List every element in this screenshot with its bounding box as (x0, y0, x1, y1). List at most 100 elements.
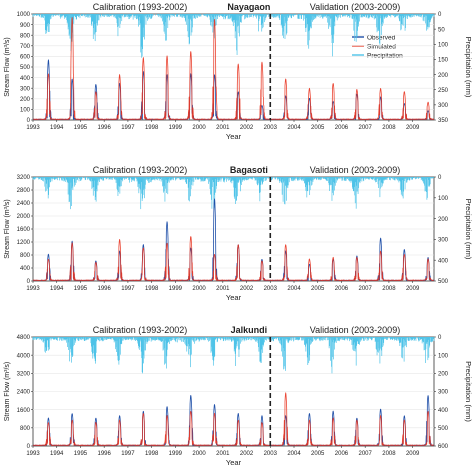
x-tick-label: 2008 (382, 451, 396, 457)
x-tick-label: 2003 (264, 125, 278, 131)
x-tick-label: 1993 (26, 286, 40, 292)
calibration-label: Calibration (1993-2002) (93, 325, 188, 335)
y2-tick-label: 300 (438, 103, 449, 109)
y-tick-label: 800 (20, 33, 31, 39)
x-tick-label: 1995 (74, 286, 88, 292)
y-tick-label: 300 (20, 86, 31, 92)
y2-tick-label: 200 (438, 217, 449, 223)
y-tick-label: 800 (20, 426, 31, 432)
x-tick-label: 1996 (98, 125, 112, 131)
observed-series-line (32, 59, 435, 120)
x-tick-label: 1999 (169, 125, 183, 131)
jalkundi-panel: Calibration (1993-2002) Jalkundi Validat… (4, 325, 473, 467)
x-tick-label: 1994 (50, 125, 64, 131)
x-tick-label: 1996 (98, 286, 112, 292)
x-axis-label: Year (226, 458, 242, 467)
y-axis-label: Stream Flow (m³/s) (4, 362, 11, 422)
x-tick-label: 1998 (145, 451, 159, 457)
y2-tick-label: 200 (438, 372, 449, 378)
station-title: Bagasoti (230, 165, 268, 175)
x-tick-label: 2006 (335, 451, 349, 457)
y2-tick-label: 0 (438, 175, 442, 181)
legend: Observed Simulated Precipitation (352, 35, 403, 60)
x-tick-label: 2004 (287, 125, 301, 131)
x-tick-label: 2005 (311, 286, 325, 292)
x-tick-label: 2009 (406, 451, 420, 457)
nayagaon-panel: Calibration (1993-2002) Nayagaon Validat… (4, 2, 473, 141)
y-tick-label: 3200 (17, 175, 31, 181)
y-tick-label: 1000 (17, 12, 31, 18)
y-tick-label: 1600 (17, 227, 31, 233)
y2-tick-label: 100 (438, 42, 449, 48)
x-tick-label: 2005 (311, 125, 325, 131)
observed-series-line (32, 394, 435, 446)
calibration-label: Calibration (1993-2002) (93, 2, 188, 12)
x-tick-label: 1993 (26, 451, 40, 457)
x-tick-label: 2006 (335, 125, 349, 131)
y-tick-label: 4000 (17, 353, 31, 359)
simulated-series-line (32, 392, 435, 446)
x-axis-label: Year (226, 293, 242, 302)
station-title: Nayagaon (227, 2, 270, 12)
y2-tick-label: 250 (438, 88, 449, 94)
y-tick-label: 400 (20, 76, 31, 82)
y-tick-label: 4800 (17, 335, 31, 341)
x-tick-label: 1996 (98, 451, 112, 457)
x-tick-label: 2007 (359, 286, 373, 292)
validation-label: Validation (2003-2009) (310, 2, 400, 12)
x-tick-label: 2002 (240, 125, 254, 131)
y-tick-label: 2400 (17, 201, 31, 207)
y2-tick-label: 100 (438, 196, 449, 202)
x-tick-label: 2008 (382, 125, 396, 131)
y2-tick-label: 500 (438, 279, 449, 285)
x-tick-label: 1997 (121, 125, 135, 131)
x-tick-label: 2009 (406, 125, 420, 131)
simulated-series-line (32, 17, 435, 120)
legend-simulated-label: Simulated (367, 44, 396, 51)
x-tick-label: 2001 (216, 451, 230, 457)
x-tick-label: 2002 (240, 451, 254, 457)
x-tick-label: 2000 (192, 125, 206, 131)
x-tick-label: 1999 (169, 451, 183, 457)
x-tick-label: 2003 (264, 451, 278, 457)
y-axis-label: Stream Flow (m³/s) (4, 199, 11, 259)
chart-marks: 0 100 200 300 400 500 600 700 800 900 1000 0 50 100 15… (17, 12, 449, 131)
x-tick-label: 2008 (382, 286, 396, 292)
x-tick-label: 1997 (121, 451, 135, 457)
chart-marks: 0 800 1600 2400 3200 4000 4800 0 100 200 300 400 500… (17, 335, 449, 457)
x-tick-label: 2007 (359, 125, 373, 131)
chart-marks: 0 400 800 1200 1600 2000 2400 2800 3200 0 100 200 30… (17, 175, 449, 292)
x-tick-label: 1997 (121, 286, 135, 292)
y2-tick-label: 200 (438, 73, 449, 79)
y-tick-label: 3200 (17, 372, 31, 378)
y-tick-label: 2800 (17, 188, 31, 194)
y-axis-label: Stream Flow (m³/s) (4, 37, 11, 97)
x-tick-label: 2009 (406, 286, 420, 292)
validation-label: Validation (2003-2009) (310, 165, 400, 175)
y2-tick-label: 500 (438, 426, 449, 432)
y2-tick-label: 400 (438, 408, 449, 414)
y2-tick-label: 350 (438, 118, 449, 124)
y-tick-label: 100 (20, 108, 31, 114)
x-tick-label: 2000 (192, 451, 206, 457)
y-tick-label: 500 (20, 65, 31, 71)
legend-observed-label: Observed (367, 35, 396, 42)
x-tick-label: 1998 (145, 286, 159, 292)
y2-axis-label: Precipitation (mm) (464, 361, 473, 422)
y-tick-label: 200 (20, 97, 31, 103)
x-tick-label: 2004 (287, 286, 301, 292)
x-tick-label: 1999 (169, 286, 183, 292)
x-tick-label: 2007 (359, 451, 373, 457)
y2-tick-label: 150 (438, 58, 449, 64)
x-tick-label: 2006 (335, 286, 349, 292)
y-tick-label: 0 (27, 279, 31, 285)
x-tick-label: 2001 (216, 125, 230, 131)
x-axis-label: Year (226, 132, 242, 141)
x-tick-label: 1994 (50, 286, 64, 292)
bagasoti-panel: Calibration (1993-2002) Bagasoti Validat… (4, 165, 473, 302)
x-tick-label: 1995 (74, 451, 88, 457)
y-tick-label: 700 (20, 44, 31, 50)
y-tick-label: 2000 (17, 214, 31, 220)
y-tick-label: 800 (20, 253, 31, 259)
